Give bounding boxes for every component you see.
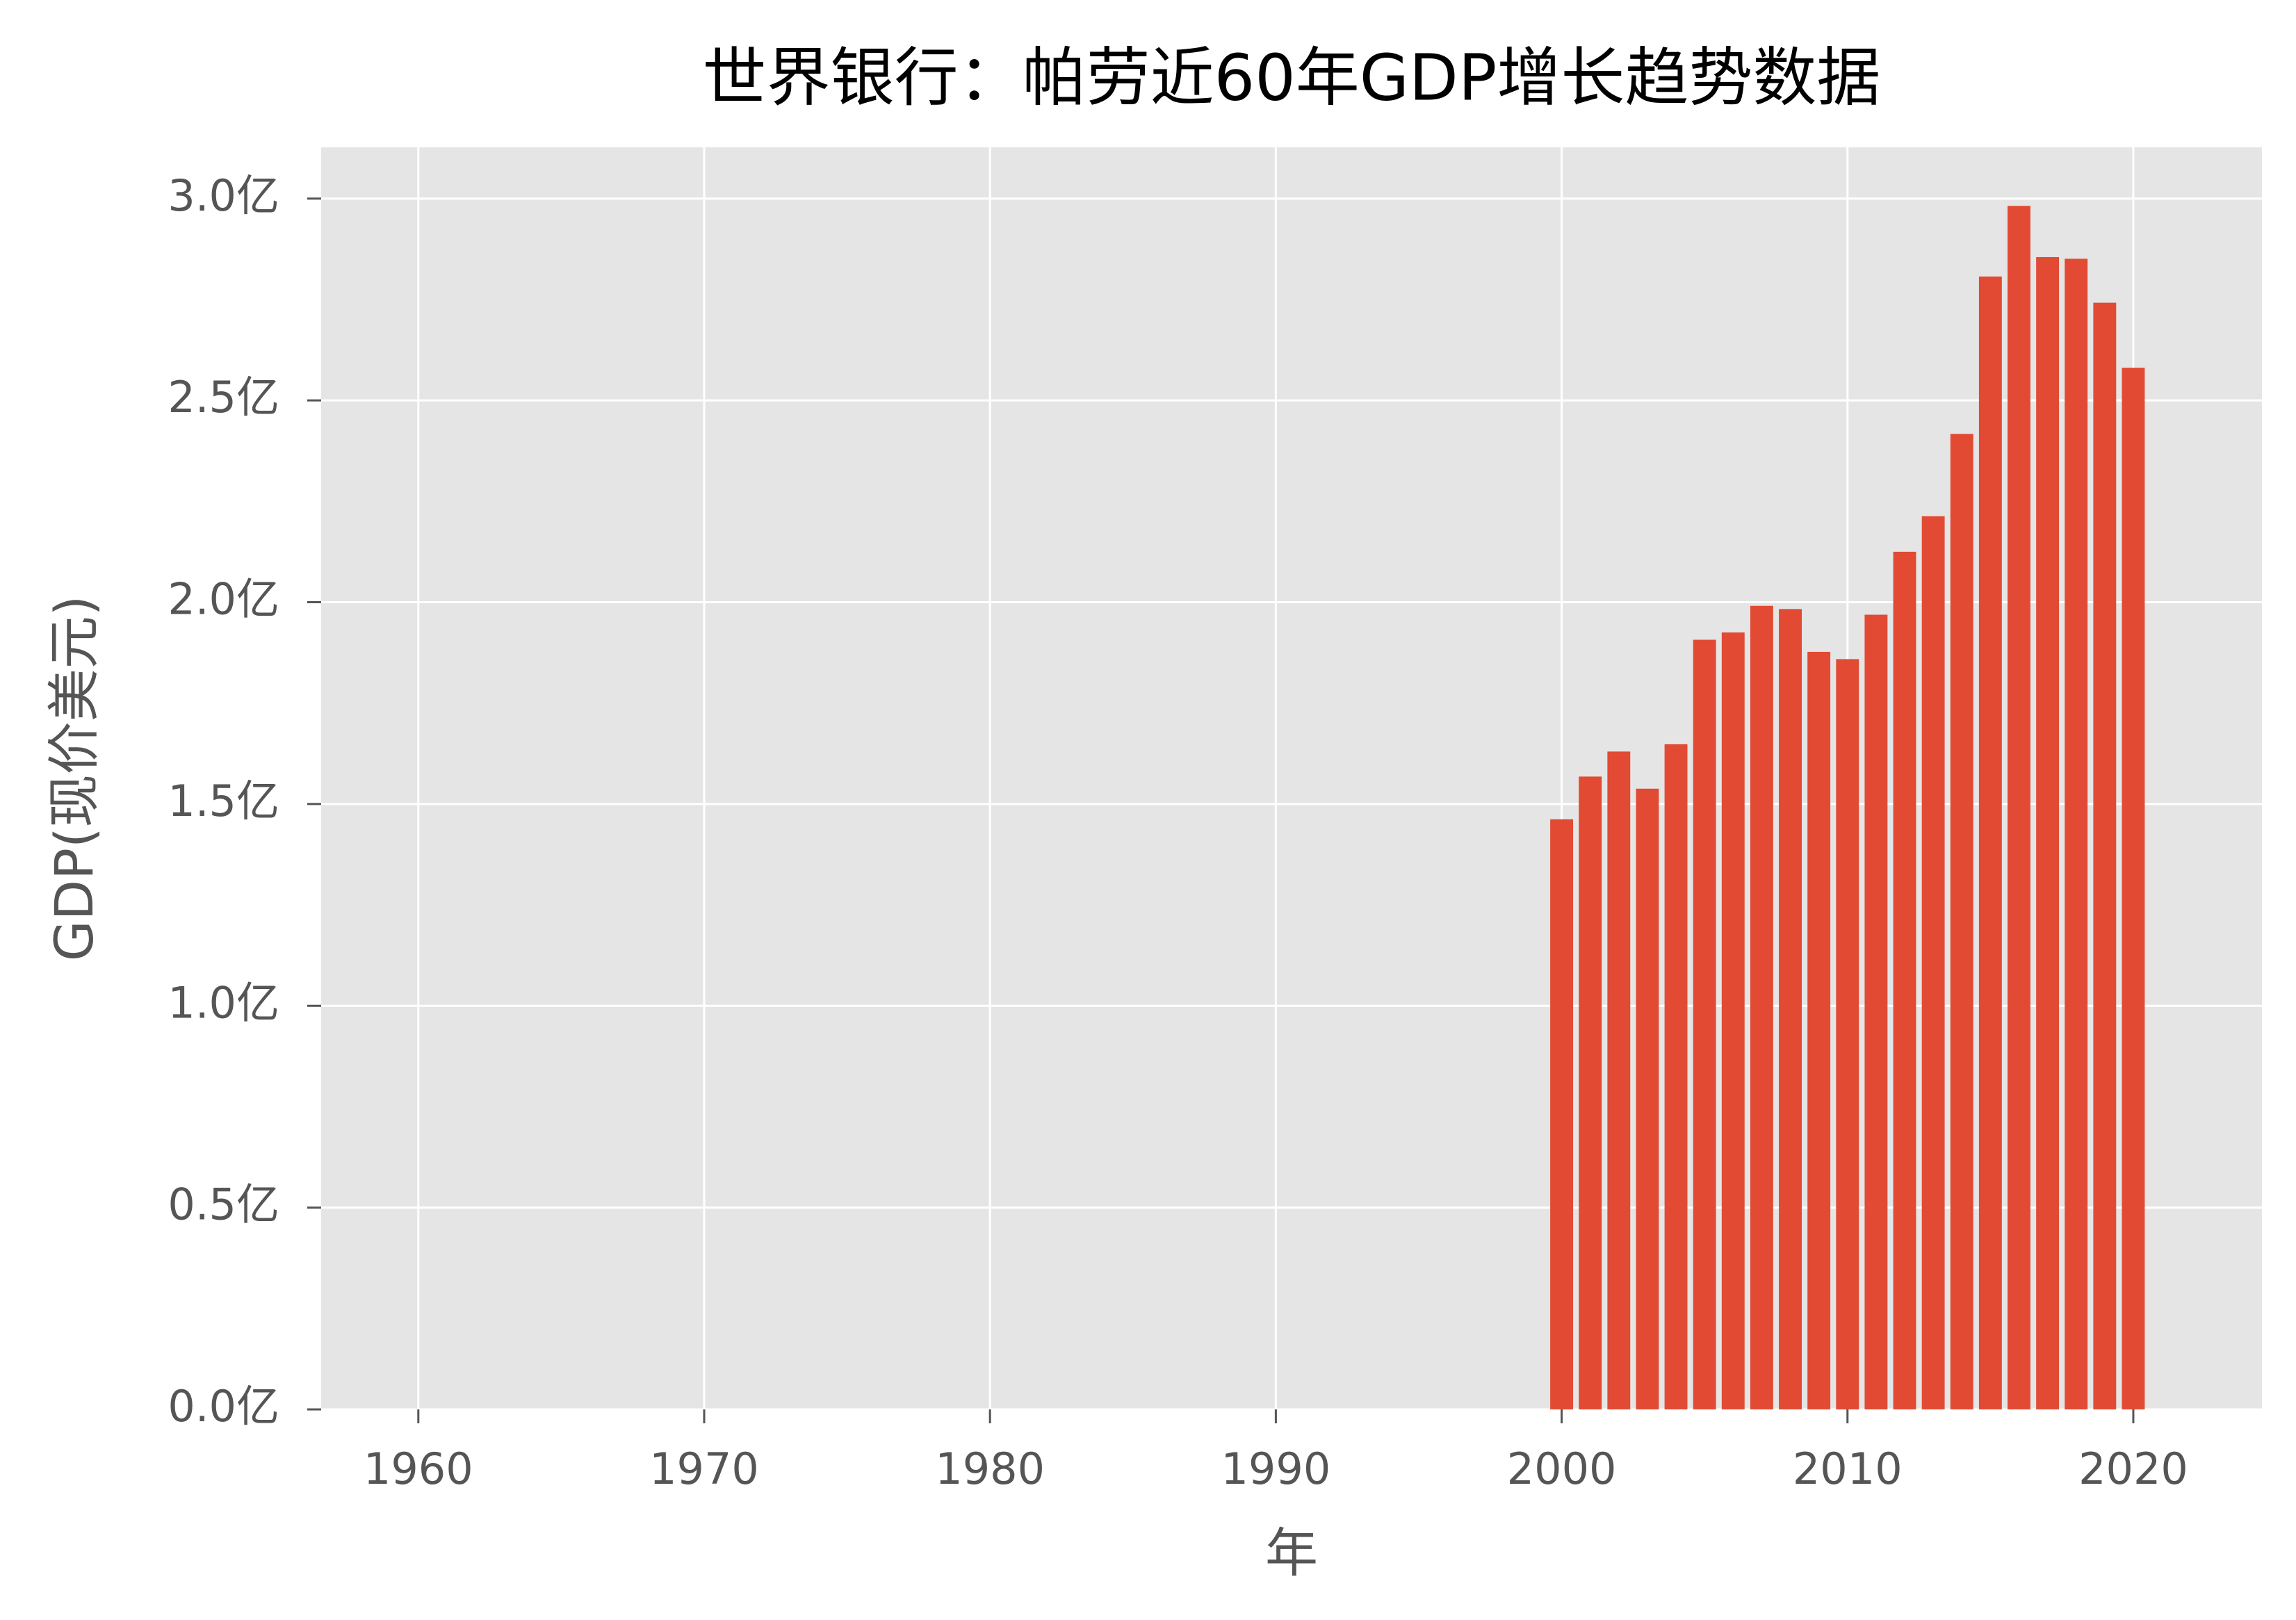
- bar: [1807, 651, 1831, 1409]
- bar: [2036, 256, 2060, 1410]
- bar: [1550, 819, 1574, 1409]
- bar: [2093, 302, 2117, 1409]
- bar: [2122, 368, 2145, 1409]
- chart-title: 世界银行：帕劳近60年GDP增长趋势数据: [703, 40, 1881, 115]
- bar: [1893, 551, 1916, 1409]
- x-tick-label: 1970: [649, 1443, 759, 1494]
- y-tick-label: 0.5亿: [168, 1179, 279, 1230]
- y-axis-label: GDP(现价美元): [43, 596, 105, 962]
- bar: [2008, 206, 2030, 1409]
- bar: [1950, 434, 1973, 1409]
- x-tick-label: 1960: [364, 1443, 473, 1494]
- bar: [1693, 639, 1716, 1409]
- y-tick-label: 1.0亿: [168, 977, 279, 1028]
- bar: [1607, 751, 1631, 1409]
- bar: [1836, 659, 1859, 1409]
- y-tick-label: 2.5亿: [168, 372, 279, 423]
- x-axis-label: 年: [1265, 1522, 1318, 1584]
- y-tick-label: 3.0亿: [168, 170, 279, 221]
- x-tick-label: 2000: [1507, 1443, 1617, 1494]
- bar: [1779, 609, 1802, 1409]
- x-tick-label: 2020: [2078, 1443, 2188, 1494]
- bar: [1721, 632, 1745, 1409]
- x-tick-label: 2010: [1793, 1443, 1903, 1494]
- bar: [1579, 776, 1602, 1409]
- bar: [1750, 605, 1773, 1409]
- bar: [1864, 614, 1888, 1409]
- bar: [1978, 276, 2002, 1409]
- x-tick-label: 1980: [935, 1443, 1045, 1494]
- bar: [1921, 516, 1945, 1409]
- y-tick-label: 0.0亿: [168, 1381, 279, 1432]
- bar: [1636, 788, 1659, 1409]
- bar: [2065, 259, 2088, 1410]
- y-tick-label: 2.0亿: [168, 574, 279, 625]
- bar: [1664, 744, 1688, 1409]
- x-tick-label: 1990: [1221, 1443, 1330, 1494]
- y-tick-label: 1.5亿: [168, 776, 279, 826]
